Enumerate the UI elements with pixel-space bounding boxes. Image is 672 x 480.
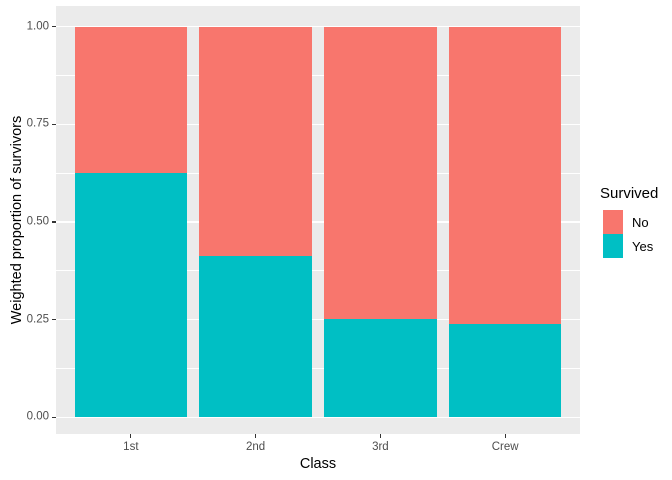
bar-segment-crew-no — [449, 26, 562, 324]
legend-item-no: No — [603, 210, 658, 234]
bar-1st — [74, 26, 187, 418]
legend-key-no-swatch — [603, 210, 623, 234]
legend-items: No Yes — [600, 210, 658, 258]
bar-segment-3rd-yes — [324, 318, 437, 418]
plot-panel — [56, 6, 580, 434]
y-tick-label: 0.75 — [26, 117, 49, 130]
y-tick-mark — [52, 416, 56, 418]
legend-key-yes-swatch — [603, 234, 623, 258]
y-tick-mark — [52, 221, 56, 223]
y-gridline-major — [56, 26, 580, 28]
y-tick-label: 1.00 — [26, 19, 49, 32]
y-tick-label: 0.25 — [26, 312, 49, 325]
x-tick-mark — [130, 434, 132, 438]
y-tick-mark — [52, 319, 56, 321]
x-tick-mark — [504, 434, 506, 438]
x-axis-title: Class — [299, 456, 337, 472]
legend-label-no: No — [632, 214, 649, 230]
bar-segment-2nd-yes — [199, 255, 312, 418]
legend-title: Survived — [600, 185, 659, 202]
x-tick-mark — [379, 434, 381, 438]
x-tick-label-1st: 1st — [123, 441, 139, 453]
x-tick-label-3rd: 3rd — [372, 441, 389, 453]
bar-segment-2nd-no — [199, 26, 312, 256]
legend-label-yes: Yes — [632, 238, 654, 254]
bar-segment-3rd-no — [324, 26, 437, 319]
y-gridline-minor — [56, 270, 580, 272]
legend-item-yes: Yes — [603, 234, 658, 258]
y-gridline-minor — [56, 75, 580, 76]
bar-crew — [449, 26, 562, 418]
y-tick-mark — [52, 26, 56, 28]
y-tick-label: 0.50 — [26, 215, 49, 228]
bar-segment-1st-yes — [74, 173, 187, 418]
y-tick-label: 0.00 — [26, 410, 49, 423]
y-gridline-major — [56, 221, 580, 223]
y-gridline-minor — [56, 368, 580, 369]
y-gridline-major — [56, 318, 580, 321]
x-tick-label-2nd: 2nd — [246, 441, 266, 453]
y-gridline-major — [56, 123, 580, 126]
legend: Survived No Yes — [600, 186, 658, 258]
bar-segment-1st-no — [74, 26, 187, 174]
bar-3rd — [324, 26, 437, 418]
bar-segment-crew-yes — [449, 323, 562, 418]
x-tick-label-crew: Crew — [491, 441, 519, 453]
bar-2nd — [199, 26, 312, 418]
x-tick-mark — [255, 434, 257, 438]
y-gridline-minor — [56, 172, 580, 174]
y-tick-mark — [52, 123, 56, 125]
y-gridline-major — [56, 416, 580, 418]
